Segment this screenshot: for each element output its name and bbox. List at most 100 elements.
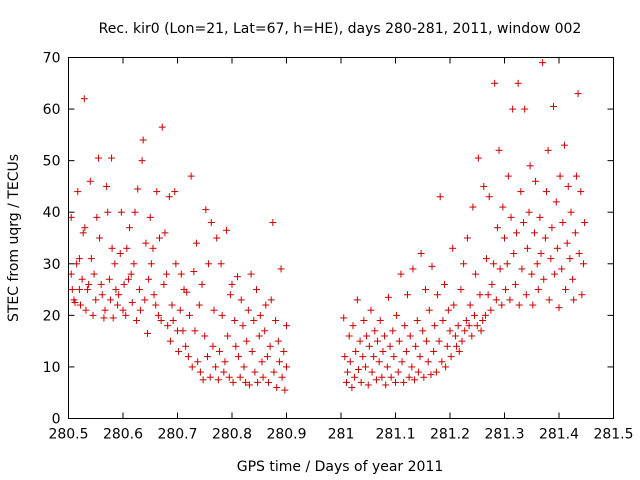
data-point: [534, 286, 542, 294]
data-point: [145, 275, 153, 283]
data-point: [382, 381, 390, 389]
data-point: [235, 353, 243, 361]
data-point: [283, 363, 290, 371]
x-tick-label: 281.2: [430, 427, 470, 443]
data-point: [360, 317, 368, 325]
data-point: [82, 306, 90, 314]
data-point: [256, 311, 264, 319]
data-point: [471, 311, 479, 319]
y-axis-label: STEC from uqrg / TECUs: [6, 154, 22, 322]
data-point: [514, 79, 522, 87]
data-point: [172, 260, 180, 268]
data-point: [570, 296, 578, 304]
data-point: [460, 260, 468, 268]
data-point: [574, 90, 582, 98]
data-point: [378, 373, 386, 381]
data-point: [539, 59, 547, 67]
data-point: [247, 270, 255, 278]
data-point: [454, 322, 462, 330]
data-point: [577, 188, 585, 196]
data-point: [402, 347, 410, 355]
data-point: [353, 296, 361, 304]
data-point: [398, 358, 406, 366]
data-point: [141, 296, 149, 304]
data-point: [179, 327, 187, 335]
data-point: [198, 280, 206, 288]
data-point: [165, 193, 173, 201]
data-point: [210, 306, 218, 314]
data-point: [126, 224, 134, 232]
data-point: [578, 291, 586, 299]
data-point: [98, 291, 106, 299]
data-point: [441, 280, 449, 288]
data-point: [248, 347, 256, 355]
chart-title: Rec. kir0 (Lon=21, Lat=67, h=HE), days 2…: [99, 21, 582, 37]
data-point: [461, 327, 469, 335]
data-point: [272, 317, 280, 325]
data-point: [545, 296, 553, 304]
data-point: [462, 317, 470, 325]
data-point: [509, 105, 517, 113]
data-point: [168, 301, 176, 309]
data-point: [160, 280, 168, 288]
data-point: [348, 384, 356, 392]
data-point: [94, 154, 102, 162]
data-point: [242, 378, 250, 386]
data-point: [115, 291, 123, 299]
data-point: [414, 368, 422, 376]
data-point: [243, 337, 251, 345]
data-point: [270, 368, 278, 376]
data-point: [75, 286, 83, 294]
data-point: [154, 311, 162, 319]
data-point: [547, 255, 555, 263]
data-point: [564, 182, 572, 190]
data-point: [368, 368, 376, 376]
data-point: [352, 347, 360, 355]
data-point: [367, 306, 375, 314]
data-point: [177, 270, 185, 278]
data-point: [480, 182, 488, 190]
data-point: [469, 203, 477, 211]
data-point: [97, 280, 105, 288]
y-tick-label: 50: [43, 154, 61, 170]
data-point: [79, 229, 87, 237]
data-point: [424, 358, 432, 366]
x-tick-label: 281.3: [484, 427, 524, 443]
data-point: [274, 337, 282, 345]
data-point: [81, 224, 89, 232]
data-point: [451, 332, 459, 340]
data-point: [223, 226, 231, 234]
data-point: [96, 234, 104, 242]
data-point: [528, 270, 536, 278]
data-point: [541, 234, 549, 242]
data-point: [504, 172, 512, 180]
data-point: [229, 378, 237, 386]
data-point: [127, 270, 135, 278]
data-point: [411, 376, 419, 384]
data-point: [571, 229, 579, 237]
data-point: [76, 301, 84, 309]
data-point: [262, 301, 270, 309]
data-point: [493, 224, 501, 232]
data-point: [447, 353, 455, 361]
data-point: [525, 208, 533, 216]
data-point: [209, 342, 217, 350]
data-point: [261, 327, 269, 335]
y-tick-label: 60: [43, 102, 61, 118]
data-point: [403, 291, 411, 299]
data-point: [277, 265, 285, 273]
data-point: [104, 208, 112, 216]
data-point: [553, 244, 561, 252]
data-point: [419, 327, 427, 335]
data-point: [184, 353, 192, 361]
data-point: [212, 363, 220, 371]
data-point: [370, 353, 378, 361]
data-point: [356, 337, 364, 345]
data-point: [443, 342, 451, 350]
data-point: [430, 347, 438, 355]
data-point: [433, 291, 441, 299]
data-point: [228, 280, 236, 288]
data-point: [412, 342, 420, 350]
x-tick-label: 281.4: [539, 427, 579, 443]
data-point: [213, 234, 221, 242]
